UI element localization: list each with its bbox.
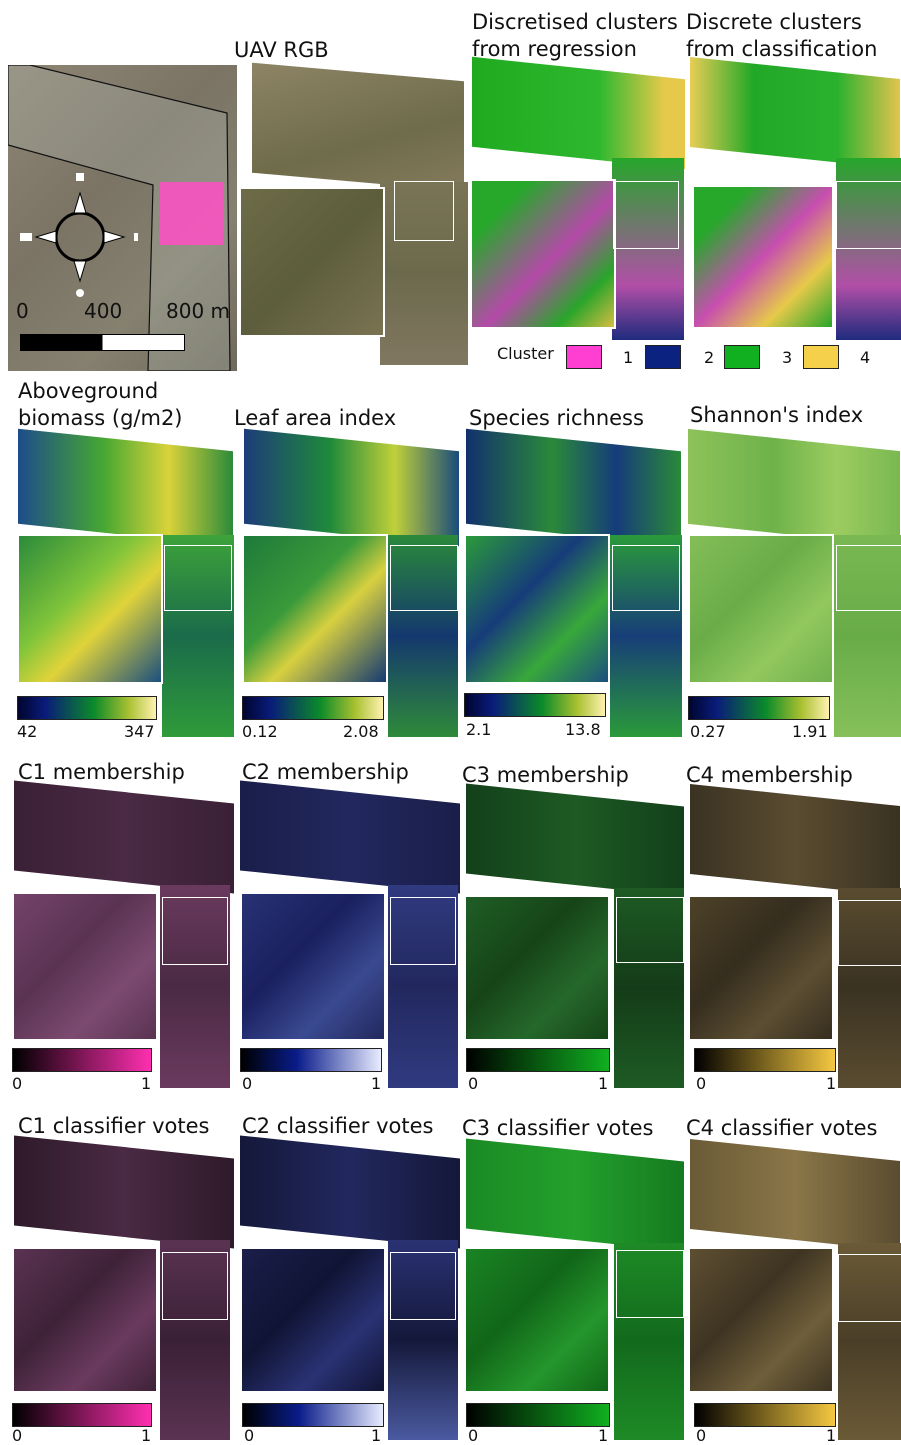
c2-membership-min: 0 — [242, 1074, 253, 1093]
c3-membership-title: C3 membership — [462, 763, 629, 787]
c3-membership-min: 0 — [468, 1074, 479, 1093]
c2-votes-min: 0 — [244, 1426, 255, 1445]
c3-membership-colorbar — [466, 1048, 610, 1072]
legend-swatch-1 — [566, 345, 602, 369]
c2-membership-title: C2 membership — [242, 760, 409, 784]
c4-membership-min: 0 — [696, 1074, 707, 1093]
legend-swatch-3 — [724, 345, 760, 369]
agb-colorbar — [17, 696, 157, 720]
legend-label-1: 1 — [623, 348, 634, 367]
legend-swatch-2 — [645, 345, 681, 369]
richness-colorbar-min: 2.1 — [466, 720, 492, 739]
shannon-colorbar-min: 0.27 — [690, 722, 726, 741]
shannon-title: Shannon's index — [690, 403, 864, 427]
disc-reg-title-2: from regression — [472, 37, 637, 61]
c1-votes-max: 1 — [141, 1426, 152, 1445]
c3-votes-min: 0 — [468, 1426, 479, 1445]
c1-votes-min: 0 — [12, 1426, 23, 1445]
overview-overlay — [8, 65, 231, 371]
richness-colorbar-max: 13.8 — [565, 720, 601, 739]
c2-membership-max: 1 — [371, 1074, 382, 1093]
c1-membership-title: C1 membership — [18, 760, 185, 784]
disc-reg-title-1: Discretised clusters — [472, 10, 678, 34]
legend-title: Cluster — [497, 344, 554, 363]
legend-label-4: 4 — [860, 348, 871, 367]
agb-title-2: biomass (g/m2) — [18, 406, 183, 430]
shannon-colorbar — [688, 696, 830, 720]
agb-colorbar-max: 347 — [124, 722, 155, 741]
legend-label-3: 3 — [782, 348, 793, 367]
scale-bar — [20, 334, 185, 351]
disc-cls-title-2: from classification — [686, 37, 878, 61]
lai-title: Leaf area index — [234, 406, 397, 430]
agb-title-1: Aboveground — [18, 379, 159, 403]
c4-membership-max: 1 — [826, 1074, 837, 1093]
c2-membership-colorbar — [240, 1048, 382, 1072]
north-arrow-compass-icon — [20, 173, 138, 297]
lai-colorbar-max: 2.08 — [343, 722, 379, 741]
agb-colorbar-min: 42 — [17, 722, 38, 741]
c1-votes-colorbar — [12, 1403, 152, 1427]
richness-title: Species richness — [469, 406, 644, 430]
c3-votes-title: C3 classifier votes — [462, 1116, 654, 1140]
richness-colorbar — [464, 693, 606, 717]
c4-membership-title: C4 membership — [686, 763, 853, 787]
c4-votes-max: 1 — [826, 1426, 837, 1445]
c3-votes-max: 1 — [598, 1426, 609, 1445]
c3-votes-colorbar — [466, 1403, 610, 1427]
uav-rgb-title: UAV RGB — [234, 38, 329, 62]
c2-votes-max: 1 — [371, 1426, 382, 1445]
legend-label-2: 2 — [704, 348, 715, 367]
lai-colorbar — [242, 696, 384, 720]
overview-map: 0 400 800 m — [8, 65, 237, 371]
c2-votes-colorbar — [242, 1403, 384, 1427]
shannon-colorbar-max: 1.91 — [792, 722, 828, 741]
disc-cls-title-1: Discrete clusters — [686, 10, 862, 34]
c4-votes-colorbar — [694, 1403, 836, 1427]
c1-membership-max: 1 — [141, 1074, 152, 1093]
c3-membership-max: 1 — [598, 1074, 609, 1093]
c4-membership-colorbar — [694, 1048, 836, 1072]
c1-membership-colorbar — [12, 1048, 152, 1072]
legend-swatch-4 — [803, 345, 839, 369]
c4-votes-title: C4 classifier votes — [686, 1116, 878, 1140]
scale-label-800: 800 m — [166, 299, 231, 323]
scale-label-0: 0 — [16, 299, 29, 323]
c1-membership-min: 0 — [12, 1074, 23, 1093]
c1-votes-title: C1 classifier votes — [18, 1114, 210, 1138]
c4-votes-min: 0 — [696, 1426, 707, 1445]
lai-colorbar-min: 0.12 — [242, 722, 278, 741]
c2-votes-title: C2 classifier votes — [242, 1114, 434, 1138]
scale-label-400: 400 — [84, 299, 123, 323]
